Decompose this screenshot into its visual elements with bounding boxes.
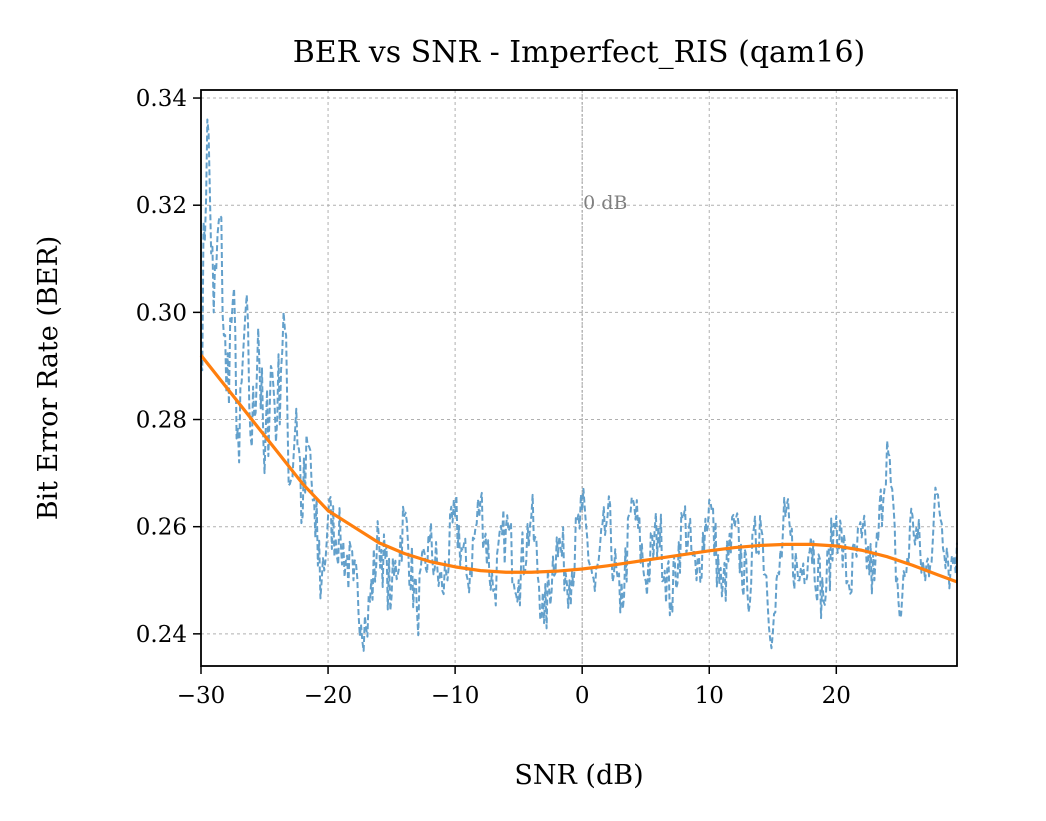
x-tick-label: −20: [304, 683, 353, 709]
y-tick-label: 0.34: [136, 86, 187, 112]
y-tick-label: 0.26: [136, 515, 187, 541]
plot-frame: [200, 89, 958, 667]
x-axis-label: SNR (dB): [514, 760, 643, 791]
y-tick-label: 0.24: [136, 622, 187, 648]
x-tick-label: −10: [431, 683, 480, 709]
y-axis-label: Bit Error Rate (BER): [33, 236, 64, 521]
x-tick-label: 20: [822, 683, 851, 709]
y-tick-label: 0.30: [136, 300, 187, 326]
ber-fit-curve: [199, 354, 958, 584]
chart-title: BER vs SNR - Imperfect_RIS (qam16): [293, 35, 866, 70]
x-tick-label: 0: [575, 683, 590, 709]
x-axis-ticks: −30 −20 −10 0 10 20: [177, 666, 851, 709]
zero-db-annotation: 0 dB: [583, 192, 627, 214]
series-layer: [199, 118, 958, 652]
x-tick-label: 10: [695, 683, 724, 709]
y-tick-label: 0.32: [136, 193, 187, 219]
y-axis-ticks: 0.24 0.26 0.28 0.30 0.32 0.34: [136, 86, 201, 648]
ber-measured-series: [200, 118, 958, 652]
grid-lines: [200, 90, 957, 666]
x-tick-label: −30: [177, 683, 226, 709]
y-tick-label: 0.28: [136, 408, 187, 434]
